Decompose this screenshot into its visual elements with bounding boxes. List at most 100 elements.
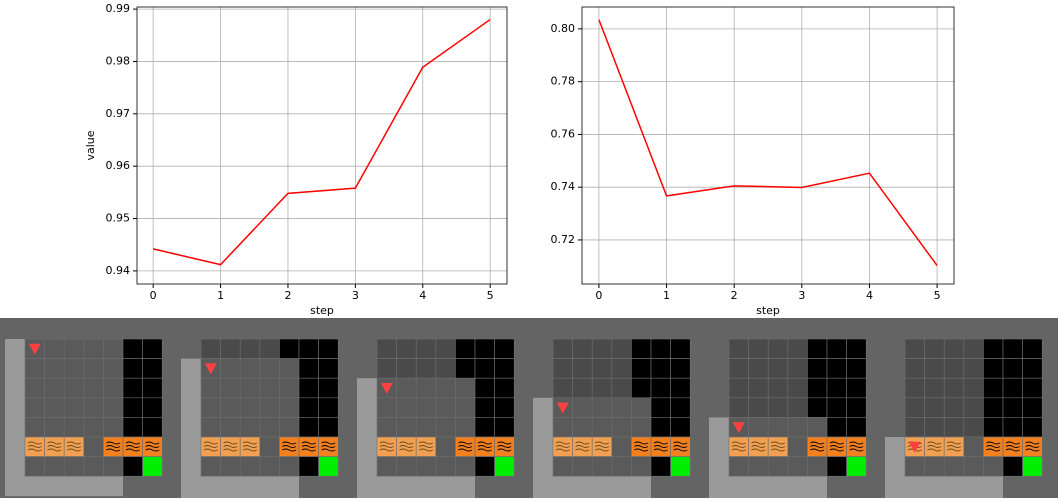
x-axis-label: step [310, 304, 334, 317]
cell [397, 378, 417, 398]
cell [475, 378, 495, 398]
cell [592, 359, 612, 379]
cell [983, 457, 1003, 477]
cell [807, 378, 827, 398]
x-tick-label: 1 [217, 289, 224, 302]
cell [807, 398, 827, 418]
cell [651, 457, 671, 477]
cell [240, 339, 260, 359]
cell [84, 457, 104, 477]
cell [436, 417, 456, 437]
cell [983, 398, 1003, 418]
cell [768, 339, 788, 359]
cell [573, 457, 593, 477]
cell [553, 339, 573, 359]
cell [495, 339, 515, 359]
cell [64, 339, 84, 359]
y-tick-label: 0.76 [551, 127, 576, 140]
cell [45, 457, 65, 477]
cell [201, 417, 221, 437]
x-tick-label: 5 [934, 289, 941, 302]
cell [631, 417, 651, 437]
cell [436, 339, 456, 359]
cell [377, 457, 397, 477]
cell [573, 339, 593, 359]
x-tick-label: 4 [419, 289, 426, 302]
cell [612, 437, 632, 457]
cell [455, 339, 475, 359]
cell [729, 378, 749, 398]
cell [123, 359, 143, 379]
cell [64, 378, 84, 398]
cell [944, 339, 964, 359]
cell [377, 398, 397, 418]
x-tick-label: 0 [150, 289, 157, 302]
line-series [599, 20, 937, 266]
cell [768, 457, 788, 477]
cell [84, 398, 104, 418]
cell [64, 457, 84, 477]
cell [103, 398, 123, 418]
cell [807, 339, 827, 359]
game-frame [357, 339, 514, 498]
cell [847, 398, 867, 418]
cell [260, 359, 280, 379]
cell [1003, 359, 1023, 379]
cell [416, 339, 436, 359]
cell [25, 359, 45, 379]
x-tick-label: 4 [866, 289, 873, 302]
cell [749, 398, 769, 418]
cell [279, 457, 299, 477]
cell [592, 339, 612, 359]
cell [925, 378, 945, 398]
cell [964, 457, 984, 477]
cell [64, 398, 84, 418]
cell [925, 457, 945, 477]
cell [25, 378, 45, 398]
cell [944, 378, 964, 398]
cell [631, 378, 651, 398]
cell [631, 398, 651, 418]
cell [983, 417, 1003, 437]
cell [436, 398, 456, 418]
cell [455, 457, 475, 477]
cell [612, 339, 632, 359]
cell [944, 398, 964, 418]
cell [729, 457, 749, 477]
cell [319, 378, 339, 398]
cell [495, 359, 515, 379]
cell [729, 339, 749, 359]
cell [1003, 339, 1023, 359]
cell [143, 457, 163, 477]
cell [905, 378, 925, 398]
cell [319, 339, 339, 359]
cell [221, 339, 241, 359]
cell [299, 359, 319, 379]
cell [436, 457, 456, 477]
cell [475, 417, 495, 437]
cell [768, 359, 788, 379]
cell [201, 457, 221, 477]
x-tick-label: 0 [595, 289, 602, 302]
cell [964, 378, 984, 398]
cell [299, 457, 319, 477]
y-tick-label: 0.78 [551, 75, 576, 88]
cell [749, 457, 769, 477]
cell [749, 339, 769, 359]
cell [45, 417, 65, 437]
cell [1003, 417, 1023, 437]
cell [240, 417, 260, 437]
cell [495, 457, 515, 477]
cell [749, 378, 769, 398]
cell [592, 378, 612, 398]
cell [416, 378, 436, 398]
cell [45, 398, 65, 418]
cell [573, 417, 593, 437]
cell [103, 339, 123, 359]
cell [847, 359, 867, 379]
cell [221, 378, 241, 398]
cell [749, 359, 769, 379]
cell [983, 339, 1003, 359]
cell [455, 398, 475, 418]
cell [1023, 339, 1043, 359]
